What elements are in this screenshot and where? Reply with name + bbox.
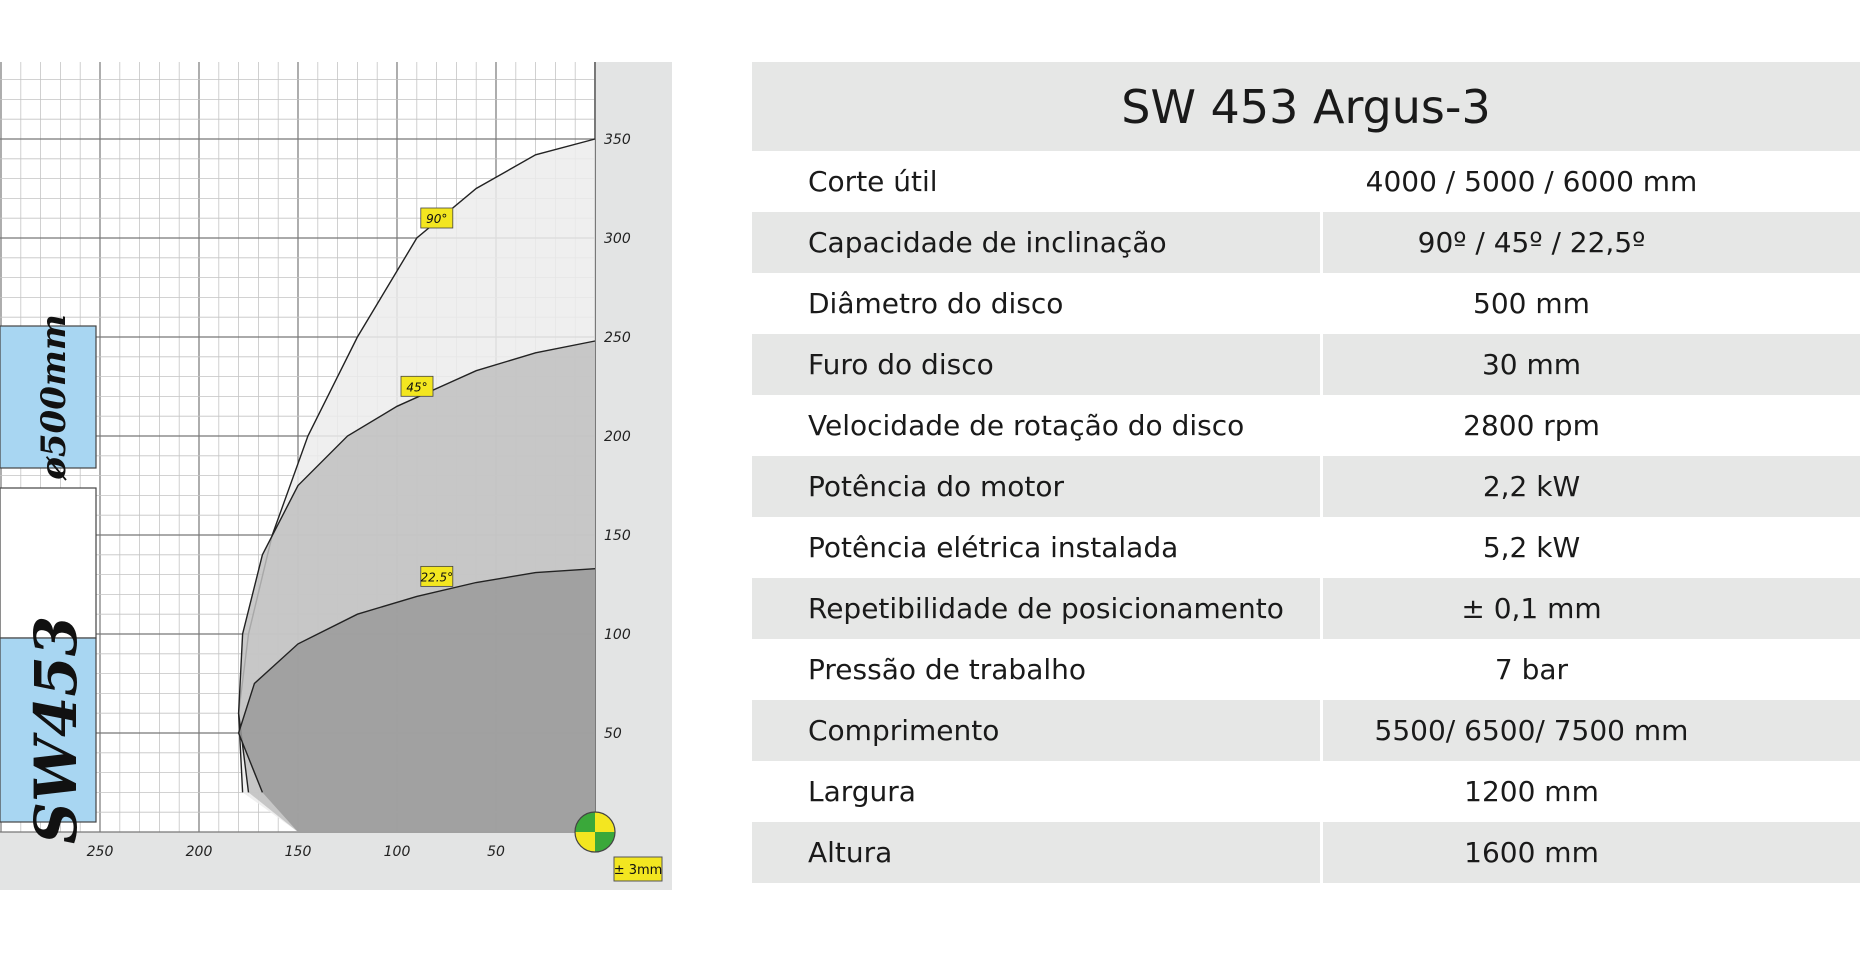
capacity-curve-1 — [237, 340, 596, 793]
angle-label-box — [400, 375, 434, 397]
origin-circle — [574, 811, 616, 853]
spec-label: Capacidade de inclinação — [752, 212, 1323, 273]
spec-value: 5500/ 6500/ 7500 mm — [1374, 714, 1689, 747]
cutting-capacity-chart: 90° 45° 22.5° 250 200 150 100 50 50 100 150 200 250… — [0, 0, 680, 952]
side-panel: ø500mm SW453 — [0, 314, 97, 844]
model-label: SW453 — [22, 616, 90, 844]
y-tick-label: 250 — [604, 330, 631, 346]
spec-value: 4000 / 5000 / 6000 mm — [1365, 165, 1698, 198]
spec-row: Capacidade de inclinação 90º / 45º / 22,5… — [752, 212, 1860, 273]
angle-label: 90° — [426, 212, 447, 226]
x-tick-label: 250 — [87, 844, 114, 860]
spec-value: 1600 mm — [1464, 836, 1599, 869]
angle-label-box — [420, 207, 454, 229]
spec-value: ± 0,1 mm — [1461, 592, 1602, 625]
blank-box — [0, 487, 97, 639]
origin-quadrant-br — [595, 832, 615, 852]
axis-ticks: 250 200 150 100 50 50 100 150 200 250 300 350 — [87, 132, 631, 860]
angle-label: 45° — [406, 380, 427, 394]
y-tick-label: 150 — [604, 528, 631, 544]
diameter-box — [0, 325, 97, 469]
spec-label: Pressão de trabalho — [752, 639, 1323, 700]
capacity-area-2 — [238, 568, 595, 832]
chart-canvas: 90°45°22.5° 250 200 150 100 5050100150200250… — [0, 62, 672, 890]
tolerance-badge: ± 3mm — [613, 856, 663, 882]
x-tick-label: 50 — [487, 844, 505, 860]
spec-row: Repetibilidade de posicionamento ± 0,1 mm — [752, 578, 1860, 639]
spec-row: Pressão de trabalho 7 bar — [752, 639, 1860, 700]
spec-value: 5,2 kW — [1482, 531, 1581, 564]
x-tick-label: 200 — [186, 844, 213, 860]
origin-marker — [574, 811, 616, 853]
tolerance-label: ± 3mm — [614, 863, 663, 878]
spec-label: Velocidade de rotação do disco — [752, 395, 1323, 456]
spec-row: Diâmetro do disco 500 mm — [752, 273, 1860, 334]
spec-row: Velocidade de rotação do disco 2800 rpm — [752, 395, 1860, 456]
spec-label: Furo do disco — [752, 334, 1323, 395]
spec-value: 2,2 kW — [1482, 470, 1581, 503]
spec-rows: Corte útil 4000 / 5000 / 6000 mm Capacidad… — [752, 151, 1860, 883]
spec-row: Comprimento 5500/ 6500/ 7500 mm — [752, 700, 1860, 761]
spec-label: Corte útil — [752, 151, 1323, 212]
angle-label-box — [420, 565, 454, 587]
y-tick-label: 100 — [604, 627, 631, 643]
tolerance-box — [613, 856, 663, 882]
angle-labels: 90° 45° 22.5° — [400, 207, 454, 587]
model-box — [0, 637, 97, 823]
spec-row: Corte útil 4000 / 5000 / 6000 mm — [752, 151, 1860, 212]
y-tick-label: 350 — [604, 132, 631, 148]
spec-row: Potência do motor 2,2 kW — [752, 456, 1860, 517]
spec-value: 7 bar — [1494, 653, 1569, 686]
y-tick-label: 50 — [604, 726, 622, 742]
spec-title: SW 453 Argus-3 — [752, 62, 1860, 151]
angle-label: 22.5° — [420, 570, 453, 584]
spec-label: Altura — [752, 822, 1323, 883]
spec-table: SW 453 Argus-3 Corte útil 4000 / 5000 / 6… — [752, 62, 1860, 883]
y-tick-label: 300 — [604, 231, 631, 247]
x-tick-label: 150 — [285, 844, 312, 860]
spec-value: 1200 mm — [1464, 775, 1599, 808]
spec-label: Repetibilidade de posicionamento — [752, 578, 1323, 639]
spec-label: Comprimento — [752, 700, 1323, 761]
spec-value: 90º / 45º / 22,5º — [1417, 226, 1646, 259]
spec-row: Potência elétrica instalada 5,2 kW — [752, 517, 1860, 578]
capacity-curve-2 — [237, 568, 596, 793]
spec-label: Largura — [752, 761, 1323, 822]
origin-quadrant-bl — [575, 832, 595, 852]
spec-value: 2800 rpm — [1463, 409, 1600, 442]
spec-label: Diâmetro do disco — [752, 273, 1323, 334]
spec-row: Largura 1200 mm — [752, 761, 1860, 822]
spec-row: Altura 1600 mm — [752, 822, 1860, 883]
capacity-areas — [237, 138, 596, 832]
y-tick-label: 200 — [604, 429, 631, 445]
spec-value: 30 mm — [1481, 348, 1582, 381]
origin-quadrant-tl — [575, 812, 595, 832]
spec-label: Potência elétrica instalada — [752, 517, 1323, 578]
spec-row: Furo do disco 30 mm — [752, 334, 1860, 395]
origin-quadrant-tr — [595, 812, 615, 832]
diameter-label: ø500mm — [34, 314, 74, 481]
x-tick-label: 100 — [384, 844, 411, 860]
spec-label: Potência do motor — [752, 456, 1323, 517]
spec-value: 500 mm — [1473, 287, 1590, 320]
